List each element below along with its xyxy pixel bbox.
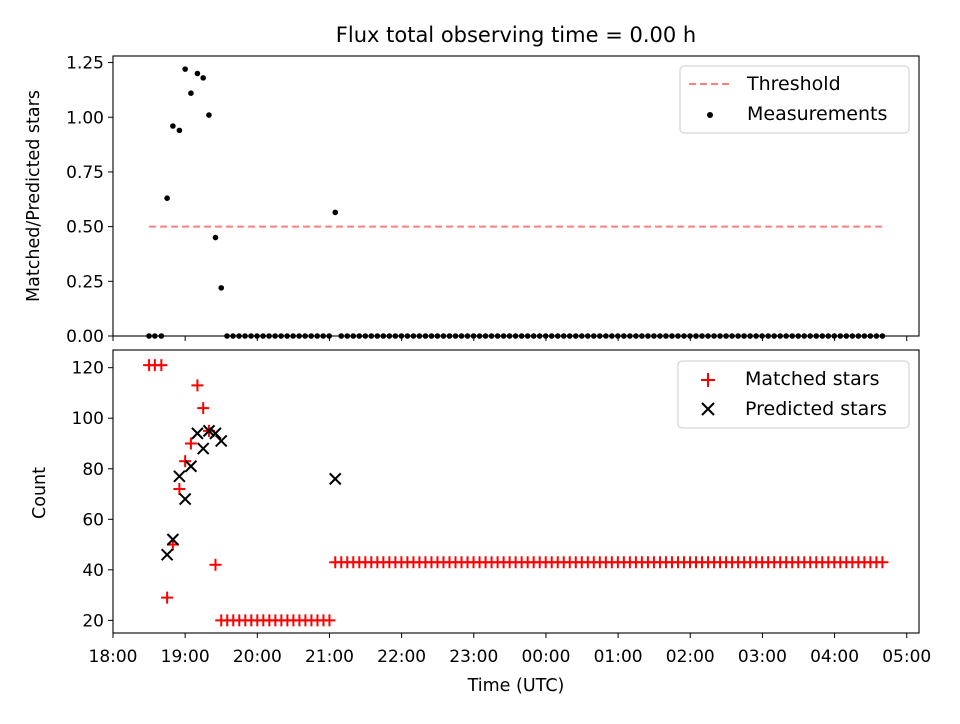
top-y-tick-label: 0.00 xyxy=(66,327,104,347)
x-tick-label: 18:00 xyxy=(89,647,138,667)
top-legend: Threshold Measurements xyxy=(679,65,910,134)
matched-star-point xyxy=(191,379,204,392)
measurement-point xyxy=(182,66,188,72)
predicted-star-point xyxy=(191,427,204,440)
x-tick-label: 05:00 xyxy=(882,647,931,667)
matched-star-point xyxy=(323,614,336,627)
measurement-point xyxy=(176,127,183,134)
predicted-star-point xyxy=(202,424,216,438)
top-legend-measurements-swatch xyxy=(707,112,713,118)
bottom-y-tick-label: 100 xyxy=(72,409,104,429)
bottom-legend-matched-swatch xyxy=(701,373,715,387)
x-tick-label: 00:00 xyxy=(521,647,570,667)
matched-star-point xyxy=(209,558,222,571)
top-chart-title: Flux total observing time = 0.00 h xyxy=(336,23,696,47)
x-tick-label: 21:00 xyxy=(305,647,354,667)
bottom-y-axis-label: Count xyxy=(30,467,50,519)
measurement-point xyxy=(218,285,225,291)
bottom-y-tick-label: 20 xyxy=(82,611,104,631)
measurement-point xyxy=(188,90,194,96)
matched-star-point xyxy=(184,437,197,450)
measurement-point xyxy=(194,70,201,77)
x-tick-label: 02:00 xyxy=(666,647,715,667)
bottom-y-tick-label: 40 xyxy=(82,561,104,581)
bottom-legend-predicted-swatch xyxy=(701,402,715,416)
x-tick-label: 01:00 xyxy=(594,647,643,667)
measurement-point xyxy=(206,112,212,118)
bottom-legend-predicted-label: Predicted stars xyxy=(745,398,887,420)
bottom-legend: Matched stars Predicted stars xyxy=(677,360,910,429)
bottom-y-tick-label: 60 xyxy=(82,510,104,530)
measurement-point xyxy=(200,75,206,81)
matched-star-point xyxy=(173,482,186,495)
x-tick-label: 20:00 xyxy=(233,647,282,667)
predicted-star-point xyxy=(196,442,210,455)
top-legend-threshold-label: Threshold xyxy=(746,73,841,95)
top-chart: 0.00 0.25 0.50 0.75 1.00 1.25 Matched/Predict… xyxy=(24,54,920,347)
measurement-point xyxy=(170,123,176,129)
top-y-tick-label: 0.50 xyxy=(66,218,104,238)
top-y-tick-label: 1.25 xyxy=(66,54,104,74)
top-y-tick-label: 0.25 xyxy=(66,272,104,292)
measurement-point xyxy=(212,234,219,241)
top-y-tick-label: 0.75 xyxy=(66,163,104,183)
x-tick-label: 03:00 xyxy=(738,647,787,667)
predicted-star-point xyxy=(160,548,174,561)
measurement-point xyxy=(332,209,339,216)
matched-star-point xyxy=(155,359,168,372)
measurement-point xyxy=(164,195,170,201)
predicted-star-point xyxy=(329,472,342,486)
predicted-star-point xyxy=(173,470,186,483)
bottom-axes-frame xyxy=(112,349,920,634)
bottom-y-tick-label: 80 xyxy=(82,460,104,480)
x-tick-label: 23:00 xyxy=(449,647,498,667)
x-tick-label: 04:00 xyxy=(810,647,859,667)
bottom-chart: 18:00 19:00 20:00 21:00 22:00 23:00 00:00 01:00… xyxy=(30,349,931,696)
top-y-tick-label: 1.00 xyxy=(66,108,104,128)
predicted-star-point xyxy=(166,533,180,546)
top-axes-frame xyxy=(112,55,920,337)
predicted-star-point xyxy=(215,434,228,448)
x-axis-label: Time (UTC) xyxy=(467,676,565,696)
bottom-legend-matched-label: Matched stars xyxy=(745,368,879,390)
predicted-star-point xyxy=(209,427,222,440)
bottom-y-tick-label: 120 xyxy=(72,359,104,379)
predicted-star-point xyxy=(178,492,192,506)
predicted-star-point xyxy=(184,460,198,473)
matched-star-point xyxy=(876,556,889,569)
matched-star-point xyxy=(197,402,210,415)
top-y-axis-label: Matched/Predicted stars xyxy=(24,90,44,302)
x-tick-label: 19:00 xyxy=(161,647,210,667)
x-tick-label: 22:00 xyxy=(377,647,426,667)
matched-star-point xyxy=(161,591,174,604)
top-legend-measurements-label: Measurements xyxy=(747,103,887,125)
